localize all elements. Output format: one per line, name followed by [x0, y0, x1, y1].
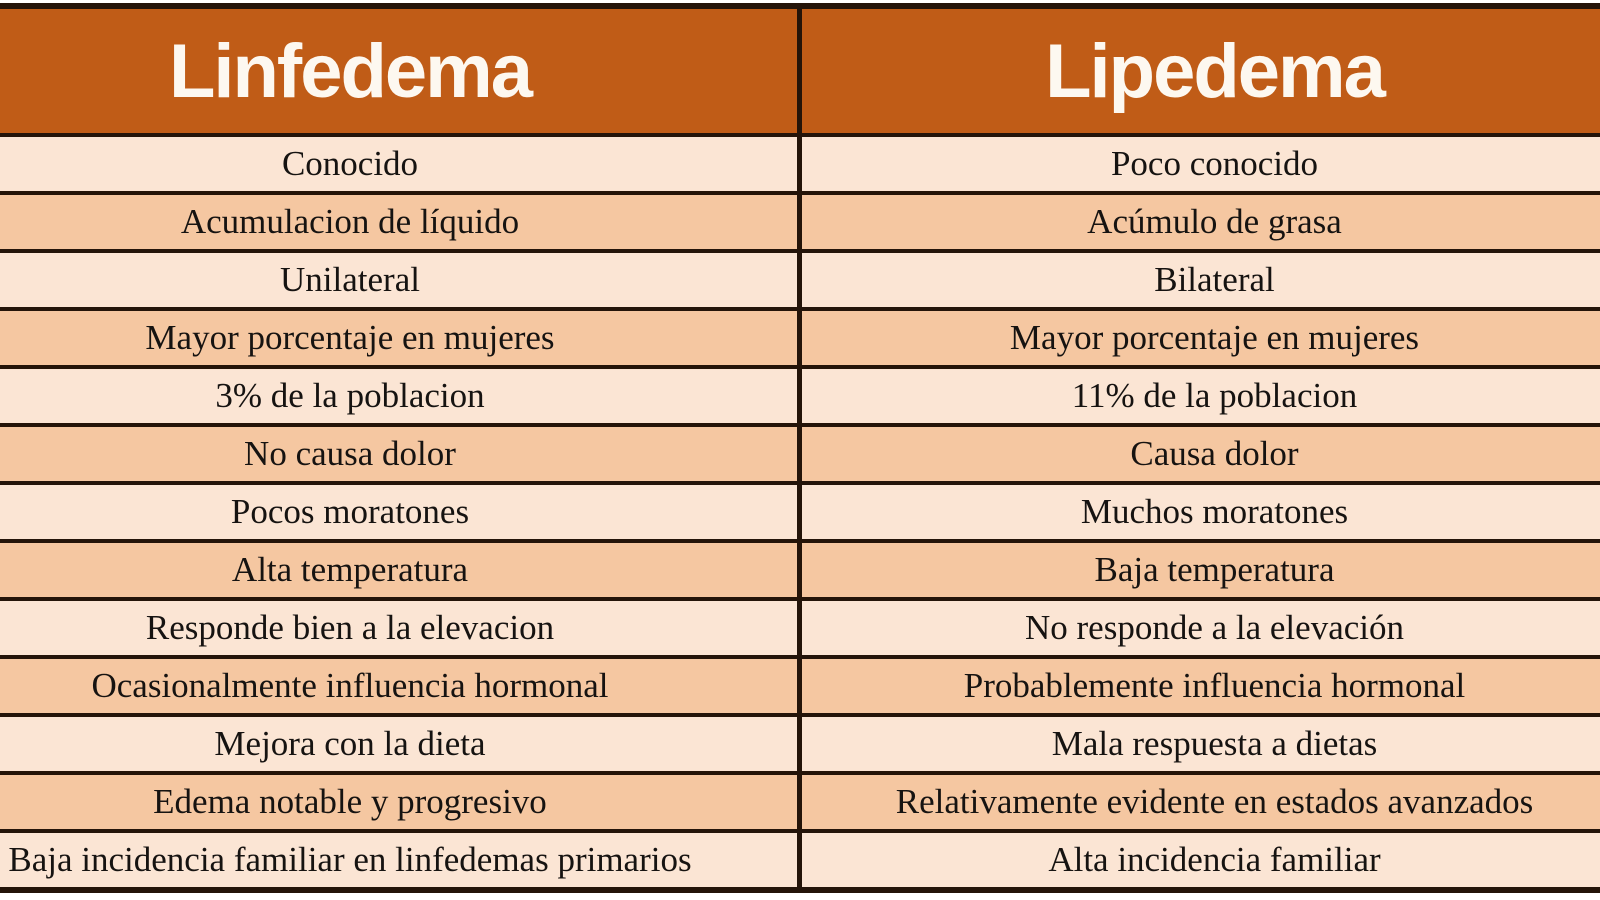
cell-linfedema: Acumulacion de líquido: [0, 195, 797, 249]
table-row: Acumulacion de líquido Acúmulo de grasa: [0, 195, 1600, 253]
cell-lipedema: Alta incidencia familiar: [797, 833, 1600, 887]
table-row: Edema notable y progresivo Relativamente…: [0, 775, 1600, 833]
comparison-table: Linfedema Lipedema Conocido Poco conocid…: [0, 3, 1600, 893]
cell-linfedema: Pocos moratones: [0, 485, 797, 539]
cell-lipedema: Poco conocido: [797, 137, 1600, 191]
cell-linfedema: Ocasionalmente influencia hormonal: [0, 659, 797, 713]
cell-linfedema: No causa dolor: [0, 427, 797, 481]
table-row: Ocasionalmente influencia hormonal Proba…: [0, 659, 1600, 717]
header-cell-linfedema: Linfedema: [0, 9, 797, 133]
cell-linfedema: 3% de la poblacion: [0, 369, 797, 423]
cell-lipedema: Mayor porcentaje en mujeres: [797, 311, 1600, 365]
table-row: Baja incidencia familiar en linfedemas p…: [0, 833, 1600, 887]
cell-lipedema: Acúmulo de grasa: [797, 195, 1600, 249]
cell-lipedema: Muchos moratones: [797, 485, 1600, 539]
cell-lipedema: Bilateral: [797, 253, 1600, 307]
table-row: Responde bien a la elevacion No responde…: [0, 601, 1600, 659]
cell-linfedema: Unilateral: [0, 253, 797, 307]
cell-linfedema: Conocido: [0, 137, 797, 191]
cell-linfedema: Alta temperatura: [0, 543, 797, 597]
header-cell-lipedema: Lipedema: [797, 9, 1600, 133]
table-row: Pocos moratones Muchos moratones: [0, 485, 1600, 543]
cell-lipedema: Mala respuesta a dietas: [797, 717, 1600, 771]
cell-linfedema: Mayor porcentaje en mujeres: [0, 311, 797, 365]
table-row: Unilateral Bilateral: [0, 253, 1600, 311]
cell-lipedema: Probablemente influencia hormonal: [797, 659, 1600, 713]
table-row: 3% de la poblacion 11% de la poblacion: [0, 369, 1600, 427]
cell-linfedema: Responde bien a la elevacion: [0, 601, 797, 655]
cell-lipedema: Relativamente evidente en estados avanza…: [797, 775, 1600, 829]
cell-lipedema: Causa dolor: [797, 427, 1600, 481]
cell-lipedema: No responde a la elevación: [797, 601, 1600, 655]
table-row: Mejora con la dieta Mala respuesta a die…: [0, 717, 1600, 775]
table-header-row: Linfedema Lipedema: [0, 9, 1600, 137]
cell-linfedema: Baja incidencia familiar en linfedemas p…: [0, 833, 797, 887]
cell-linfedema: Mejora con la dieta: [0, 717, 797, 771]
cell-linfedema: Edema notable y progresivo: [0, 775, 797, 829]
cell-lipedema: Baja temperatura: [797, 543, 1600, 597]
table-row: Alta temperatura Baja temperatura: [0, 543, 1600, 601]
table-row: No causa dolor Causa dolor: [0, 427, 1600, 485]
table-row: Mayor porcentaje en mujeres Mayor porcen…: [0, 311, 1600, 369]
cell-lipedema: 11% de la poblacion: [797, 369, 1600, 423]
table-row: Conocido Poco conocido: [0, 137, 1600, 195]
